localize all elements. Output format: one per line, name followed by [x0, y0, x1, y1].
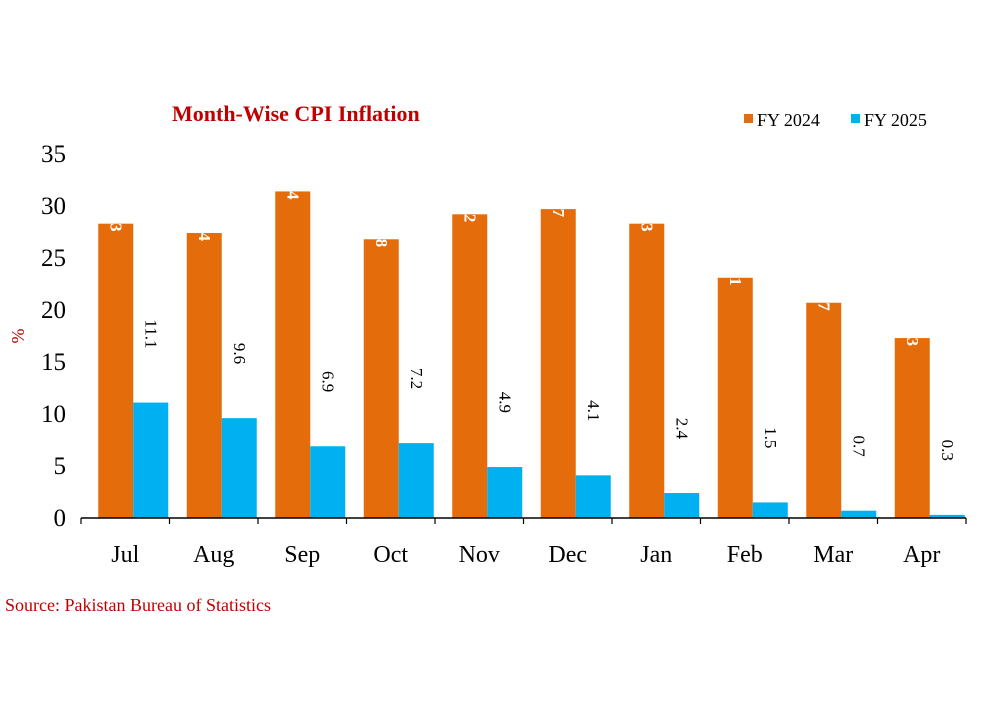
data-label: 2.4	[672, 418, 691, 440]
x-tick-label: Jul	[111, 542, 139, 568]
data-label: 20.7	[814, 281, 833, 311]
y-tick-label: 35	[41, 141, 66, 168]
y-tick-label: 15	[41, 349, 66, 376]
x-tick-label: Apr	[903, 542, 940, 568]
data-label: 23.1	[726, 256, 745, 286]
data-label: 29.2	[460, 193, 479, 223]
x-tick-label: Mar	[813, 542, 853, 568]
y-tick-label: 0	[54, 505, 67, 532]
data-label: 27.4	[195, 211, 214, 241]
y-tick-label: 5	[54, 453, 67, 480]
x-tick-label: Oct	[373, 542, 408, 568]
bar-fy2025	[575, 475, 611, 518]
x-tick-label: Aug	[193, 542, 234, 568]
bar-fy2024	[186, 233, 222, 519]
bar-fy2024	[452, 214, 488, 518]
data-label: 11.1	[141, 319, 160, 348]
bar-fy2025	[752, 502, 788, 518]
x-tick-label: Nov	[459, 542, 500, 568]
chart-title: Month-Wise CPI Inflation	[172, 101, 420, 126]
data-label: 28.3	[106, 202, 125, 232]
bar-fy2025	[221, 418, 257, 518]
legend-swatch-fy2024	[744, 114, 753, 123]
y-tick-label: 20	[41, 297, 66, 324]
x-axis: Jul Aug Sep Oct Nov Dec Jan Feb Mar Apr	[80, 517, 967, 568]
bar-fy2024	[894, 338, 930, 518]
data-label: 28.3	[637, 202, 656, 232]
bar-fy2025	[310, 446, 346, 518]
x-tick-label: Dec	[548, 542, 587, 568]
x-tick-label: Sep	[284, 542, 320, 568]
legend-swatch-fy2025	[851, 114, 860, 123]
data-label: 31.4	[283, 170, 302, 200]
bar-fy2024	[98, 223, 134, 518]
bar-fy2025	[841, 510, 877, 518]
legend-label-fy2024: FY 2024	[757, 110, 820, 130]
bar-fy2025	[664, 493, 700, 518]
data-label: 17.3	[903, 316, 922, 346]
data-label: 1.5	[761, 427, 780, 448]
data-label: 7.2	[407, 368, 426, 389]
data-label: 4.9	[495, 392, 514, 413]
legend: FY 2024 FY 2025	[744, 110, 927, 130]
bar-fy2025	[487, 467, 523, 518]
bar-fy2024	[806, 302, 842, 518]
bar-fy2025	[929, 514, 965, 518]
y-axis-label: %	[8, 329, 28, 344]
bar-fy2024	[275, 191, 311, 518]
data-label: 0.3	[938, 440, 957, 461]
legend-label-fy2025: FY 2025	[864, 110, 927, 130]
data-label: 29.7	[549, 187, 568, 217]
data-label: 4.1	[584, 400, 603, 421]
data-label: 0.7	[849, 435, 868, 457]
y-tick-label: 10	[41, 401, 66, 428]
bars: 28.3 27.4 31.4 26.8 29.2 29.7 28.3 23.1 20.7 17.3…	[98, 170, 965, 519]
bar-fy2024	[629, 223, 665, 518]
y-tick-label: 30	[41, 193, 66, 220]
data-label: 6.9	[318, 371, 337, 392]
source-note: Source: Pakistan Bureau of Statistics	[5, 595, 271, 615]
x-tick-label: Feb	[727, 542, 763, 568]
bar-fy2025	[398, 443, 434, 518]
y-tick-label: 25	[41, 245, 66, 272]
bar-fy2024	[363, 239, 399, 518]
bar-fy2025	[133, 402, 169, 518]
bar-fy2024	[540, 209, 576, 518]
bar-fy2024	[717, 277, 753, 518]
x-tick-label: Jan	[640, 542, 672, 568]
y-axis-ticks: 0 5 10 15 20 25 30 35	[41, 141, 66, 532]
data-label: 26.8	[372, 218, 391, 248]
data-label: 9.6	[230, 343, 249, 364]
